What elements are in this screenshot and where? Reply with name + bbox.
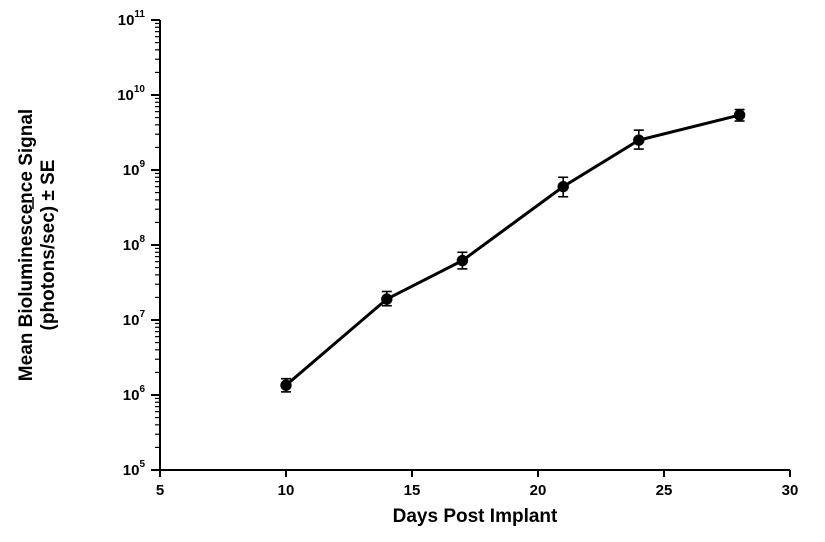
- y-tick-label: 107: [123, 309, 146, 329]
- data-point: [281, 380, 291, 390]
- x-tick-label: 30: [782, 482, 799, 499]
- axes: [160, 20, 790, 470]
- data-point: [734, 110, 744, 120]
- x-tick-label: 5: [156, 482, 164, 499]
- x-tick-label: 20: [530, 482, 547, 499]
- y-tick-label: 106: [123, 384, 146, 404]
- data-point: [634, 135, 644, 145]
- x-tick-label: 25: [656, 482, 673, 499]
- x-tick-label: 10: [278, 482, 295, 499]
- data-point: [457, 255, 467, 265]
- y-tick-label: 1010: [117, 84, 145, 104]
- chart-container: 5 10 15 20 25 30 Days Post Implant 105 106 107 108…: [0, 0, 825, 542]
- series-line: [286, 115, 740, 385]
- y-tick-label: 109: [123, 159, 146, 179]
- x-tick-label: 15: [404, 482, 421, 499]
- data-point: [558, 181, 568, 191]
- y-tick-label: 105: [123, 459, 146, 479]
- x-axis-title: Days Post Implant: [393, 506, 558, 527]
- y-axis-title: Mean Bioluminescence Signal(photons/sec)…: [16, 109, 59, 381]
- y-tick-label: 108: [123, 234, 146, 254]
- y-tick-label: 1011: [118, 9, 146, 29]
- data-point: [382, 294, 392, 304]
- bioluminescence-line-chart: 5 10 15 20 25 30 Days Post Implant 105 106 107 108…: [0, 0, 825, 542]
